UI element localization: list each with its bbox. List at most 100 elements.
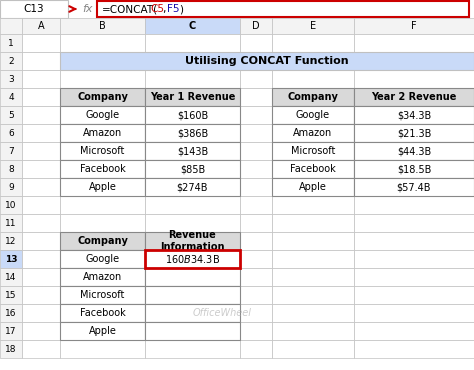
Bar — [60, 250, 145, 268]
Text: 8: 8 — [8, 165, 14, 174]
Bar — [272, 142, 354, 160]
Text: 16: 16 — [5, 309, 17, 317]
Text: Amazon: Amazon — [293, 128, 333, 138]
Text: Facebook: Facebook — [290, 164, 336, 174]
Bar — [354, 196, 474, 214]
Bar — [60, 304, 145, 322]
Bar — [272, 34, 354, 52]
Bar — [145, 124, 240, 142]
Bar — [0, 196, 22, 214]
Bar — [60, 124, 145, 142]
Bar — [354, 286, 474, 304]
Bar — [22, 214, 60, 232]
Bar — [0, 52, 22, 70]
Bar — [22, 196, 60, 214]
Bar — [0, 18, 22, 34]
Text: Revenue
Information: Revenue Information — [160, 230, 225, 252]
Bar — [272, 178, 354, 196]
Bar — [240, 322, 272, 340]
Bar — [145, 214, 240, 232]
Bar — [354, 34, 474, 52]
Bar — [22, 142, 60, 160]
Bar — [354, 106, 474, 124]
Bar — [145, 178, 240, 196]
Bar — [145, 142, 240, 160]
Bar — [60, 106, 145, 124]
Bar — [240, 250, 272, 268]
Bar — [0, 70, 22, 88]
Bar — [0, 268, 22, 286]
Bar — [22, 88, 60, 106]
Text: 9: 9 — [8, 182, 14, 192]
Bar — [145, 250, 240, 268]
Text: 17: 17 — [5, 326, 17, 336]
Bar — [272, 304, 354, 322]
Bar — [272, 88, 354, 106]
Bar — [60, 18, 145, 34]
Bar — [145, 142, 240, 160]
Bar — [272, 214, 354, 232]
Bar — [354, 268, 474, 286]
Bar — [354, 52, 474, 70]
Bar — [145, 52, 240, 70]
Bar — [145, 232, 240, 250]
Bar — [60, 142, 145, 160]
Bar — [354, 340, 474, 358]
Bar — [354, 160, 474, 178]
Bar — [60, 52, 474, 70]
Text: Apple: Apple — [89, 182, 117, 192]
Bar — [0, 340, 22, 358]
Bar — [60, 214, 145, 232]
Bar — [60, 124, 145, 142]
Text: Facebook: Facebook — [80, 164, 126, 174]
Text: 12: 12 — [5, 236, 17, 246]
Bar — [240, 88, 272, 106]
Text: $57.4B: $57.4B — [397, 182, 431, 192]
Bar — [272, 286, 354, 304]
Bar — [354, 142, 474, 160]
Text: $44.3B: $44.3B — [397, 146, 431, 156]
Bar — [60, 178, 145, 196]
Bar — [145, 70, 240, 88]
Text: Apple: Apple — [89, 326, 117, 336]
Bar — [354, 178, 474, 196]
Bar — [272, 70, 354, 88]
Text: $160B$34.3B: $160B$34.3B — [165, 253, 220, 265]
Bar — [354, 88, 474, 106]
Bar — [0, 0, 68, 18]
Bar — [240, 214, 272, 232]
Bar — [60, 178, 145, 196]
Text: 10: 10 — [5, 201, 17, 209]
Bar — [145, 106, 240, 124]
Text: 6: 6 — [8, 128, 14, 138]
Text: 15: 15 — [5, 290, 17, 299]
Bar — [22, 34, 60, 52]
Text: B: B — [99, 21, 106, 31]
Bar — [272, 88, 354, 106]
Bar — [272, 250, 354, 268]
Bar — [145, 34, 240, 52]
Bar — [145, 160, 240, 178]
Bar — [22, 52, 60, 70]
Bar — [60, 304, 145, 322]
Bar — [145, 340, 240, 358]
Bar — [0, 160, 22, 178]
Bar — [0, 142, 22, 160]
Text: ,: , — [162, 4, 165, 14]
Bar — [240, 160, 272, 178]
Text: Company: Company — [77, 92, 128, 102]
Bar — [272, 340, 354, 358]
Text: F: F — [411, 21, 417, 31]
Bar — [0, 250, 22, 268]
Bar — [0, 178, 22, 196]
Text: $34.3B: $34.3B — [397, 110, 431, 120]
Bar — [60, 142, 145, 160]
Text: 14: 14 — [5, 272, 17, 282]
Bar — [145, 124, 240, 142]
Bar — [145, 286, 240, 304]
Bar — [354, 124, 474, 142]
Bar — [60, 196, 145, 214]
Bar — [0, 214, 22, 232]
Bar — [354, 304, 474, 322]
Bar — [272, 106, 354, 124]
